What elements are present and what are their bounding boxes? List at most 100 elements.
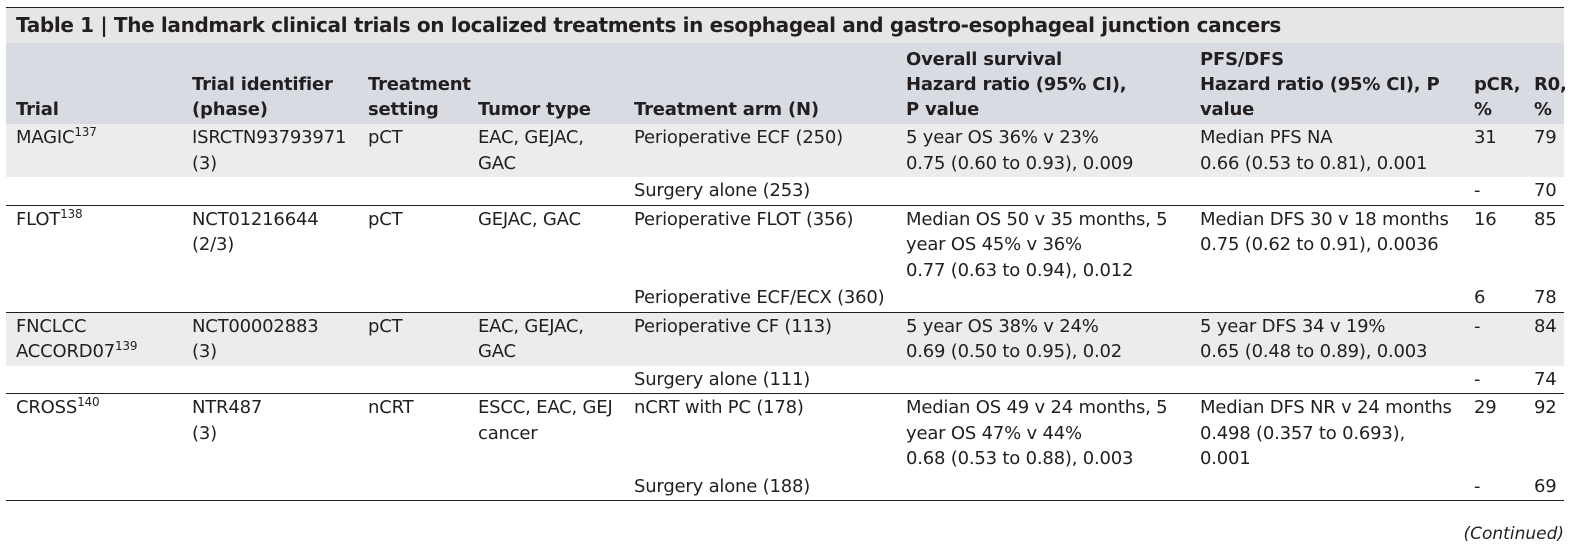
cell-trial: FNCLCC ACCORD07139 — [6, 312, 182, 366]
cell-tumor-type: EAC, GEJAC, GAC — [468, 124, 624, 177]
cell-pfs-dfs — [1190, 472, 1464, 501]
cell-pfs-dfs: Median DFS NR v 24 months 0.498 (0.357 t… — [1200, 397, 1452, 469]
reference-superscript: 140 — [77, 395, 100, 409]
continued-note: (Continued) — [1463, 524, 1565, 544]
header-treatment-arm: Treatment arm (N) — [624, 43, 896, 124]
header-pcr: pCR, % — [1464, 43, 1524, 124]
cell-trial — [6, 177, 182, 206]
table-row: CROSS140 NTR487 (3) nCRT ESCC, EAC, GEJ … — [6, 394, 1564, 473]
cell-trial-identifier: NTR487 (3) — [192, 397, 263, 444]
header-trial: Trial — [6, 43, 182, 124]
cell-pfs-dfs — [1190, 365, 1464, 394]
cell-r0: 85 — [1534, 208, 1557, 230]
cell-pfs-dfs — [1190, 284, 1464, 313]
header-pfs-dfs: PFS/DFS Hazard ratio (95% CI), P value — [1190, 43, 1464, 124]
cell-r0: 79 — [1524, 124, 1564, 177]
cell-overall-survival — [896, 365, 1190, 394]
cell-overall-survival — [896, 472, 1190, 501]
cell-pcr: - — [1464, 177, 1524, 206]
cell-overall-survival — [896, 284, 1190, 313]
cell-trial: CROSS140 — [6, 394, 182, 473]
table-row: MAGIC137 ISRCTN93793971 (3) pCT EAC, GEJ… — [6, 124, 1564, 177]
cell-treatment-setting: nCRT — [368, 397, 414, 418]
cell-treatment-arm: nCRT with PC (178) — [634, 397, 804, 418]
cell-tumor-type — [468, 177, 624, 206]
cell-trial-identifier — [182, 284, 358, 313]
cell-trial-identifier: ISRCTN93793971 (3) — [182, 124, 358, 177]
cell-treatment-setting: pCT — [368, 208, 403, 230]
cell-trial-identifier: NCT01216644 (2/3) — [192, 208, 319, 256]
cell-treatment-setting: pCT — [358, 124, 468, 177]
trial-name: FLOT — [16, 208, 61, 230]
cell-trial-identifier — [182, 365, 358, 394]
cell-r0: 74 — [1524, 365, 1564, 394]
cell-r0: 69 — [1524, 472, 1564, 501]
cell-tumor-type — [468, 472, 624, 501]
table-row: FNCLCC ACCORD07139 NCT00002883 (3) pCT E… — [6, 312, 1564, 366]
trials-table: Trial Trial identifier (phase) Treatment… — [6, 43, 1567, 501]
header-row: Trial Trial identifier (phase) Treatment… — [6, 43, 1567, 124]
header-trial-identifier: Trial identifier (phase) — [182, 43, 358, 124]
cell-pcr: - — [1464, 472, 1524, 501]
cell-overall-survival: 5 year OS 38% v 24% 0.69 (0.50 to 0.95),… — [896, 312, 1190, 366]
cell-treatment-arm: Perioperative FLOT (356) — [634, 208, 854, 230]
cell-trial — [6, 472, 182, 501]
cell-trial-identifier — [182, 177, 358, 206]
cell-pcr: 16 — [1474, 208, 1497, 230]
cell-pcr: 29 — [1474, 397, 1497, 418]
cell-pfs-dfs: 5 year DFS 34 v 19% 0.65 (0.48 to 0.89),… — [1190, 312, 1464, 366]
cell-pcr: - — [1464, 365, 1524, 394]
cell-treatment-setting — [358, 472, 468, 501]
cell-treatment-arm: Perioperative ECF/ECX (360) — [624, 284, 896, 313]
header-overall-survival: Overall survival Hazard ratio (95% CI), … — [896, 43, 1190, 124]
cell-treatment-setting: pCT — [358, 312, 468, 366]
cell-tumor-type — [468, 284, 624, 313]
cell-trial-identifier — [182, 472, 358, 501]
cell-r0: 78 — [1524, 284, 1564, 313]
trial-name: MAGIC — [16, 127, 75, 148]
cell-trial — [6, 284, 182, 313]
cell-treatment-setting — [358, 365, 468, 394]
cell-pcr: - — [1464, 312, 1524, 366]
table-title: Table 1 | The landmark clinical trials o… — [6, 7, 1564, 43]
table-row: Surgery alone (253) - 70 — [6, 177, 1564, 206]
cell-tumor-type: ESCC, EAC, GEJ cancer — [478, 397, 613, 444]
cell-trial: MAGIC137 — [6, 124, 182, 177]
cell-treatment-arm: Perioperative ECF (250) — [624, 124, 896, 177]
cell-overall-survival: 5 year OS 36% v 23% 0.75 (0.60 to 0.93),… — [896, 124, 1190, 177]
cell-overall-survival: Median OS 50 v 35 months, 5 year OS 45% … — [906, 208, 1168, 281]
cell-treatment-arm: Surgery alone (253) — [624, 177, 896, 206]
cell-treatment-arm: Perioperative CF (113) — [624, 312, 896, 366]
cell-pfs-dfs: Median DFS 30 v 18 months 0.75 (0.62 to … — [1200, 208, 1449, 256]
cell-tumor-type — [468, 365, 624, 394]
reference-superscript: 139 — [114, 339, 138, 353]
cell-r0: 84 — [1524, 312, 1564, 366]
table-row: Perioperative ECF/ECX (360) 6 78 — [6, 284, 1564, 313]
trial-name: CROSS — [16, 397, 78, 418]
reference-superscript: 138 — [60, 206, 83, 221]
cell-overall-survival — [896, 177, 1190, 206]
cell-treatment-arm: Surgery alone (188) — [624, 472, 896, 501]
cell-overall-survival: Median OS 49 v 24 months, 5 year OS 47% … — [906, 397, 1168, 469]
table-row: Surgery alone (188) - 69 — [6, 472, 1564, 501]
reference-superscript: 137 — [74, 125, 97, 139]
cell-treatment-arm: Surgery alone (111) — [624, 365, 896, 394]
header-r0: R0, % — [1524, 43, 1567, 124]
cell-pcr: 31 — [1464, 124, 1524, 177]
cell-trial-identifier: NCT00002883 (3) — [182, 312, 358, 366]
cell-treatment-setting — [358, 284, 468, 313]
cell-r0: 70 — [1524, 177, 1564, 206]
table-row: Surgery alone (111) - 74 — [6, 365, 1564, 394]
header-treatment-setting: Treatment setting — [358, 43, 471, 124]
cell-pcr: 6 — [1464, 284, 1524, 313]
cell-trial — [6, 365, 182, 394]
cell-treatment-setting — [358, 177, 468, 206]
table-row: FLOT138 NCT01216644 (2/3) pCT GEJAC, GAC… — [6, 205, 1564, 284]
table-document: Table 1 | The landmark clinical trials o… — [6, 7, 1567, 501]
cell-pfs-dfs: Median PFS NA 0.66 (0.53 to 0.81), 0.001 — [1190, 124, 1464, 177]
trial-name: FNCLCC ACCORD07 — [16, 315, 115, 363]
cell-trial: FLOT138 — [6, 205, 182, 284]
cell-r0: 92 — [1534, 397, 1557, 418]
header-tumor-type: Tumor type — [468, 43, 624, 124]
cell-tumor-type: GEJAC, GAC — [478, 208, 581, 230]
